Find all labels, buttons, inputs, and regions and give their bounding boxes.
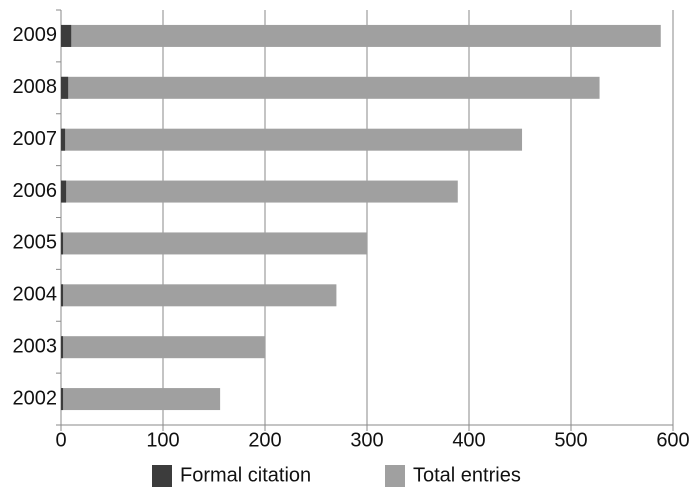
bar bbox=[61, 128, 66, 151]
x-tick-label: 100 bbox=[146, 429, 179, 451]
bar bbox=[61, 24, 661, 47]
x-tick-label: 300 bbox=[350, 429, 383, 451]
bar bbox=[61, 24, 72, 47]
bar bbox=[61, 336, 265, 359]
bar bbox=[61, 336, 64, 359]
x-tick-label: 600 bbox=[656, 429, 689, 451]
bar bbox=[61, 232, 367, 255]
y-tick-label: 2009 bbox=[13, 24, 58, 46]
y-tick-label: 2005 bbox=[13, 232, 58, 254]
y-tick-label: 2006 bbox=[13, 180, 58, 202]
bar bbox=[61, 180, 67, 203]
y-tick-label: 2008 bbox=[13, 76, 58, 98]
legend-swatch bbox=[385, 465, 405, 487]
y-tick-label: 2007 bbox=[13, 128, 58, 150]
x-tick-label: 500 bbox=[554, 429, 587, 451]
legend-label: Formal citation bbox=[180, 464, 311, 486]
bar bbox=[61, 232, 64, 255]
x-tick-label: 0 bbox=[55, 429, 66, 451]
y-tick-label: 2002 bbox=[13, 387, 58, 409]
bar bbox=[61, 284, 337, 307]
x-tick-label: 200 bbox=[248, 429, 281, 451]
legend-label: Total entries bbox=[413, 464, 521, 486]
legend-swatch bbox=[152, 465, 172, 487]
bar bbox=[61, 128, 523, 151]
bar bbox=[61, 76, 69, 99]
x-tick-label: 400 bbox=[452, 429, 485, 451]
bar bbox=[61, 284, 64, 307]
bar bbox=[61, 76, 600, 99]
bar bbox=[61, 388, 221, 411]
bar bbox=[61, 388, 64, 411]
y-tick-label: 2004 bbox=[13, 284, 58, 306]
y-tick-label: 2003 bbox=[13, 335, 58, 357]
bar bbox=[61, 180, 458, 203]
